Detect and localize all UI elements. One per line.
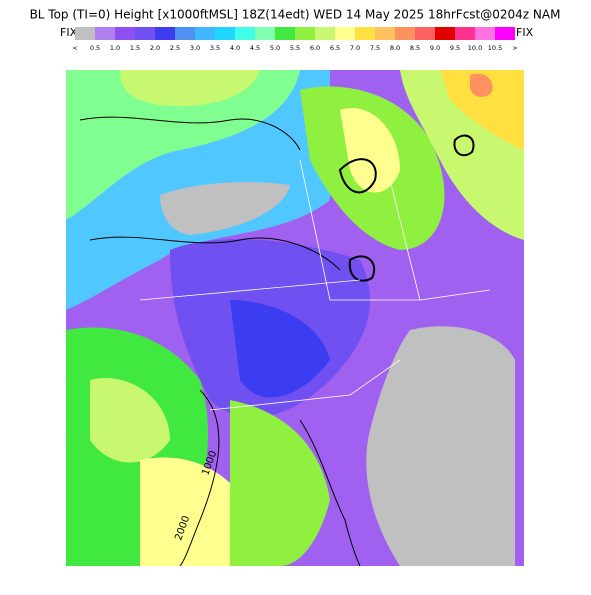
colorbar-label: 3.5: [210, 44, 220, 52]
colorbar-swatch: [275, 27, 295, 40]
colorbar-swatch: [475, 27, 495, 40]
colorbar-label: 9.0: [430, 44, 440, 52]
colorbar-label: 9.5: [450, 44, 460, 52]
colorbar-label: >: [512, 44, 517, 52]
colorbar-label: 8.5: [410, 44, 420, 52]
colorbar-label: 4.0: [230, 44, 240, 52]
colorbar-label: 3.0: [190, 44, 200, 52]
colorbar-swatch: [115, 27, 135, 40]
colorbar-label: 6.0: [310, 44, 320, 52]
colorbar-label: 6.5: [330, 44, 340, 52]
colorbar-swatch: [335, 27, 355, 40]
colorbar-swatch: [415, 27, 435, 40]
colorbar-swatch: [195, 27, 215, 40]
colorbar-swatch: [375, 27, 395, 40]
colorbar-swatch: [175, 27, 195, 40]
colorbar-swatch: [235, 27, 255, 40]
colorbar-swatch: [135, 27, 155, 40]
fix-label: FIX: [60, 26, 78, 39]
colorbar-swatch: [155, 27, 175, 40]
colorbar-label: 1.5: [130, 44, 140, 52]
map: 1000 2000: [66, 70, 524, 566]
colorbar-label: 4.5: [250, 44, 260, 52]
colorbar-label: 2.0: [150, 44, 160, 52]
colorbar-label: <: [72, 44, 77, 52]
colorbar-swatch: [455, 27, 475, 40]
colorbar-label: 1.0: [110, 44, 120, 52]
fix-label: FIX: [516, 26, 534, 39]
colorbar-swatch: [495, 27, 515, 40]
colorbar-label: 7.5: [370, 44, 380, 52]
colorbar-swatch: [95, 27, 115, 40]
title: BL Top (TI=0) Height [x1000ftMSL] 18Z(14…: [30, 8, 561, 22]
colorbar-swatch: [315, 27, 335, 40]
colorbar-label: 2.5: [170, 44, 180, 52]
colorbar-swatch: [395, 27, 415, 40]
colorbar: <0.5 1.0 1.5 2.0 2.5 3.0 3.5 4.0 4.5 5.0 5.5 6.0 6.5…: [72, 27, 518, 52]
colorbar-swatch: [255, 27, 275, 40]
colorbar-swatch: [75, 27, 95, 40]
colorbar-swatch: [295, 27, 315, 40]
colorbar-swatch: [435, 27, 455, 40]
colorbar-label: 5.0: [270, 44, 280, 52]
colorbar-label: 10.5: [488, 44, 502, 52]
colorbar-label: 0.5: [90, 44, 100, 52]
colorbar-swatch: [215, 27, 235, 40]
colorbar-swatch: [355, 27, 375, 40]
colorbar-label: 8.0: [390, 44, 400, 52]
colorbar-label: 5.5: [290, 44, 300, 52]
colorbar-label: 10.0: [468, 44, 482, 52]
colorbar-label: 7.0: [350, 44, 360, 52]
